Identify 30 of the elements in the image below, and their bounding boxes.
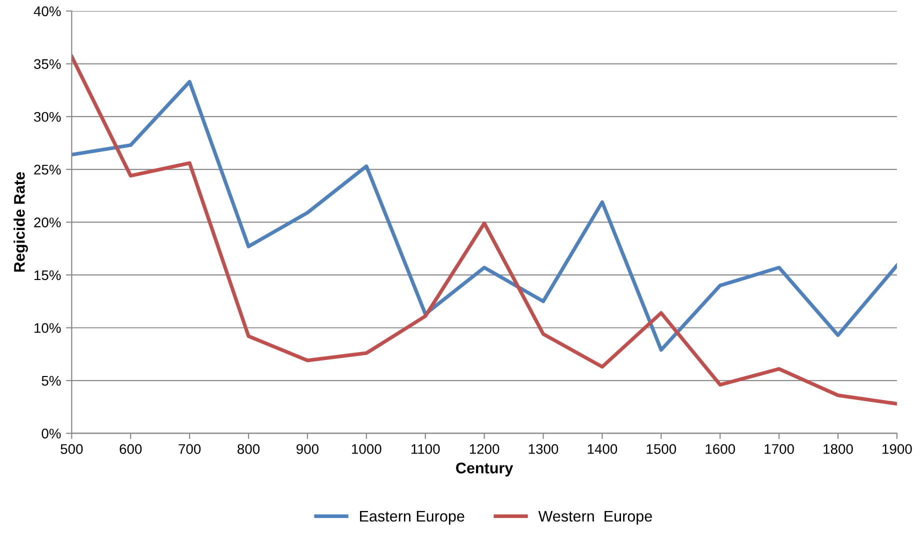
line-series bbox=[72, 54, 897, 406]
legend-label: Eastern Europe bbox=[360, 510, 464, 525]
y-tick-label: 30% bbox=[34, 112, 61, 122]
legend-label: Western Europe bbox=[538, 510, 652, 525]
y-tick-label: 15% bbox=[34, 270, 61, 280]
x-tick-label: 1000 bbox=[352, 444, 382, 454]
x-tick-label: 700 bbox=[178, 444, 201, 454]
x-tick-label: 1200 bbox=[470, 444, 500, 454]
x-tick-label: 1100 bbox=[411, 444, 440, 454]
x-tick-label: 1800 bbox=[824, 444, 853, 454]
x-tick-label: 500 bbox=[60, 444, 83, 454]
y-axis-title: Regicide Rate bbox=[14, 172, 28, 272]
y-tick-label: 25% bbox=[34, 164, 61, 175]
y-tick-label: 0% bbox=[42, 428, 61, 438]
y-tick-label: 40% bbox=[34, 6, 61, 16]
x-tick-label: 1400 bbox=[588, 444, 618, 454]
y-tick-label: 20% bbox=[34, 218, 61, 228]
x-tick-label: 800 bbox=[238, 444, 260, 454]
x-tick-label: 600 bbox=[120, 444, 142, 454]
y-tick-label: 35% bbox=[34, 59, 61, 69]
x-tick-label: 1300 bbox=[528, 444, 558, 454]
y-tick-label: 5% bbox=[42, 376, 61, 386]
x-tick-label: 1900 bbox=[882, 444, 912, 454]
line-series bbox=[72, 80, 897, 352]
x-tick-label: 1700 bbox=[764, 444, 794, 454]
x-tick-label: 1500 bbox=[646, 444, 676, 454]
x-tick-label: 900 bbox=[296, 444, 319, 454]
x-tick-label: 1600 bbox=[706, 444, 736, 454]
x-axis-title: Century bbox=[456, 462, 514, 476]
y-tick-label: 10% bbox=[34, 323, 61, 333]
